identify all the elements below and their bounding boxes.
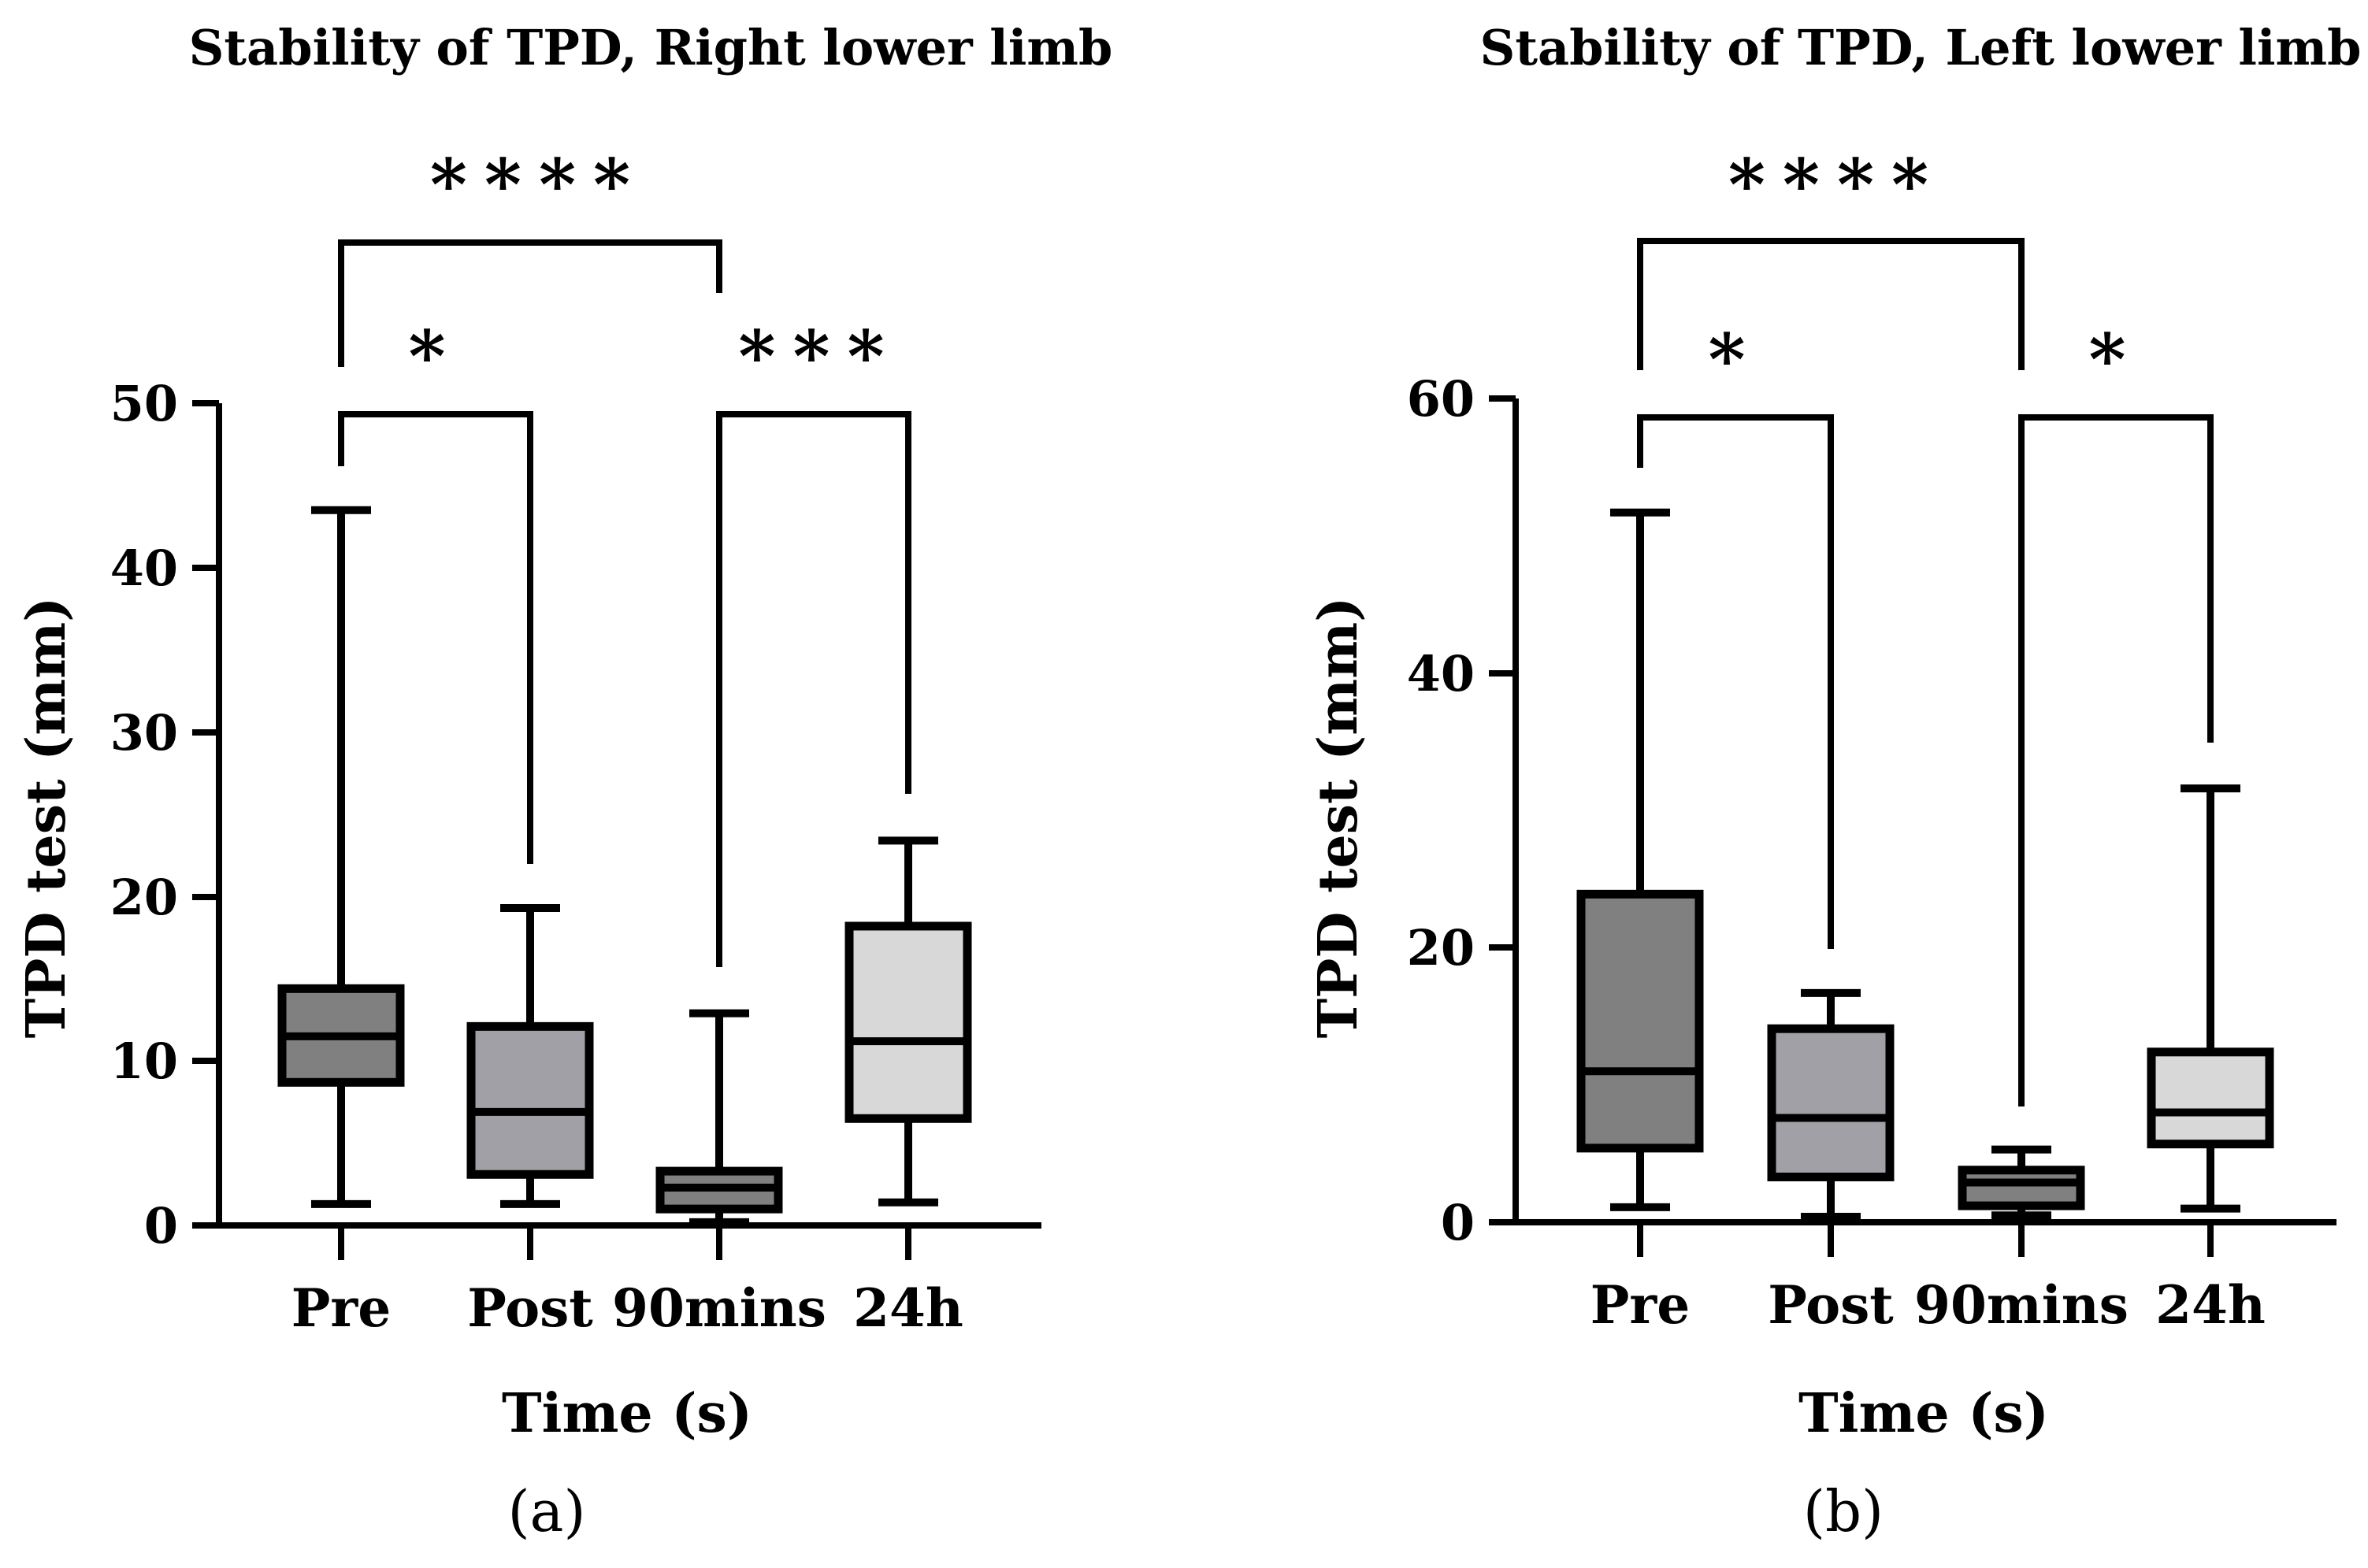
category-label: Pre <box>1590 1274 1690 1336</box>
box-post <box>466 904 594 1208</box>
y-tick-5: 50 <box>110 375 219 432</box>
box-plots <box>277 506 972 1226</box>
chart-panel-a: Stability of TPD, Right lower limb TPD t… <box>15 19 1112 1544</box>
chart-title: Stability of TPD, Left lower limb <box>1480 19 2362 76</box>
x-tick-24h: 24h <box>853 1225 963 1339</box>
significance-label: *** <box>738 315 901 398</box>
y-tick-2: 20 <box>110 869 219 926</box>
bracket-90mins-24h <box>716 411 911 967</box>
significance-label: * <box>408 315 462 398</box>
box-24h <box>2147 784 2274 1213</box>
category-label: Post <box>467 1277 593 1339</box>
category-label: Pre <box>291 1277 391 1339</box>
category-label: Post <box>1768 1274 1894 1336</box>
y-tick-3: 30 <box>110 704 219 762</box>
y-tick-label: 20 <box>1407 919 1475 977</box>
significance-label: **** <box>1728 143 1946 227</box>
panel-label: (a) <box>507 1478 585 1544</box>
iqr-box <box>844 921 972 1123</box>
significance-label: **** <box>430 143 648 227</box>
iqr-box <box>2147 1047 2274 1149</box>
box-pre <box>1576 508 1704 1211</box>
y-tick-label: 20 <box>110 869 178 926</box>
category-label: 24h <box>853 1277 963 1339</box>
category-label: 90mins <box>1914 1274 2129 1336</box>
x-tick-24h: 24h <box>2155 1222 2266 1336</box>
bracket-pre-90mins <box>1637 238 2025 370</box>
y-axis-label: TPD test (mm) <box>15 597 78 1039</box>
x-tick-90mins: 90mins <box>612 1225 826 1339</box>
significance-label: * <box>2088 318 2143 402</box>
category-label: 24h <box>2155 1274 2266 1336</box>
y-tick-3: 60 <box>1407 370 1516 428</box>
y-ticks: 0 20 40 60 <box>1407 370 1516 1251</box>
category-label: 90mins <box>612 1277 826 1339</box>
x-tick-90mins: 90mins <box>1914 1222 2129 1336</box>
y-tick-2: 40 <box>1407 645 1516 702</box>
panel-label: (b) <box>1803 1478 1884 1544</box>
y-tick-1: 10 <box>110 1032 219 1090</box>
y-tick-label: 40 <box>1407 645 1475 702</box>
significance-brackets: **** * *** <box>338 143 911 967</box>
y-tick-label: 30 <box>110 704 178 762</box>
x-tick-pre: Pre <box>291 1225 391 1339</box>
y-tick-0: 0 <box>144 1197 219 1255</box>
x-axis-label: Time (s) <box>1798 1382 2049 1445</box>
y-tick-label: 0 <box>144 1197 178 1255</box>
iqr-box <box>1576 889 1704 1153</box>
bracket-pre-post <box>338 411 533 864</box>
significance-brackets: **** * * <box>1637 143 2214 1106</box>
y-tick-label: 0 <box>1441 1194 1475 1251</box>
chart-title: Stability of TPD, Right lower limb <box>189 19 1113 76</box>
y-tick-label: 50 <box>110 375 178 432</box>
y-tick-4: 40 <box>110 539 219 597</box>
y-tick-label: 60 <box>1407 370 1475 428</box>
significance-label: * <box>1708 318 1762 402</box>
x-ticks: Pre Post 90mins 24h <box>291 1225 963 1339</box>
bracket-pre-90mins <box>338 239 722 367</box>
y-ticks: 0 10 20 30 40 50 <box>110 375 219 1255</box>
y-tick-0: 0 <box>1441 1194 1516 1251</box>
y-tick-label: 10 <box>110 1032 178 1090</box>
iqr-box <box>1767 1024 1895 1181</box>
box-24h <box>844 836 972 1207</box>
bracket-90mins-24h <box>2018 414 2214 1106</box>
box-plots <box>1576 508 2274 1221</box>
x-axis-label: Time (s) <box>502 1382 752 1445</box>
x-tick-post: Post <box>1768 1222 1894 1336</box>
box-post <box>1767 988 1895 1221</box>
box-90mins <box>1958 1145 2085 1220</box>
bracket-pre-post <box>1637 414 1834 949</box>
y-axis-label: TPD test (mm) <box>1307 597 1370 1039</box>
y-tick-1: 20 <box>1407 919 1516 977</box>
chart-panel-b: Stability of TPD, Left lower limb TPD te… <box>1307 19 2361 1544</box>
box-pre <box>277 506 405 1208</box>
x-tick-pre: Pre <box>1590 1222 1690 1336</box>
x-ticks: Pre Post 90mins 24h <box>1590 1222 2266 1336</box>
iqr-box <box>1958 1166 2085 1210</box>
iqr-box <box>466 1021 594 1179</box>
x-tick-post: Post <box>467 1225 593 1339</box>
box-90mins <box>655 1009 783 1226</box>
y-tick-label: 40 <box>110 539 178 597</box>
